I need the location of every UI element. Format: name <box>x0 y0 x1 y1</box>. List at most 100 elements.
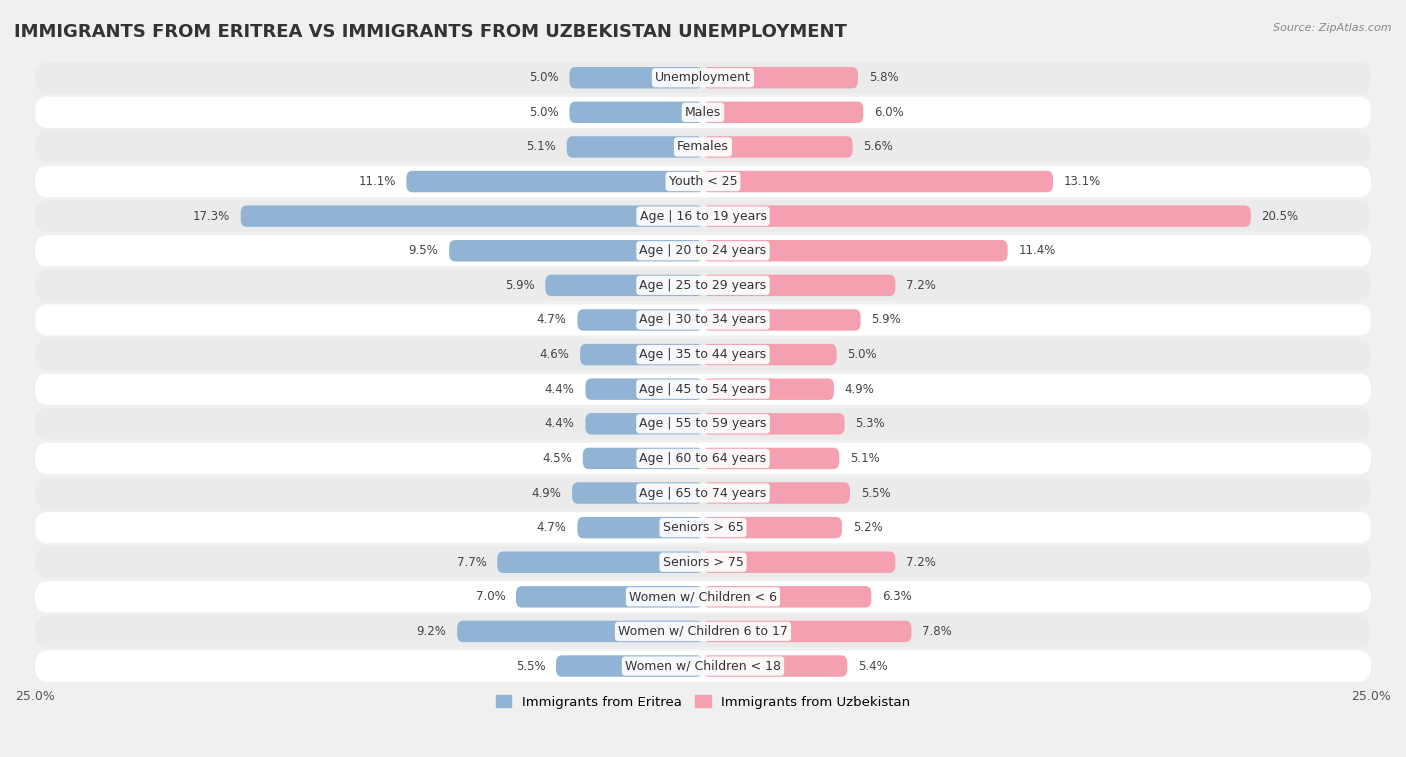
FancyBboxPatch shape <box>703 378 834 400</box>
Text: Females: Females <box>678 141 728 154</box>
FancyBboxPatch shape <box>35 62 1371 93</box>
FancyBboxPatch shape <box>555 656 703 677</box>
Text: Age | 45 to 54 years: Age | 45 to 54 years <box>640 383 766 396</box>
FancyBboxPatch shape <box>578 517 703 538</box>
Text: 11.4%: 11.4% <box>1018 245 1056 257</box>
Text: Seniors > 65: Seniors > 65 <box>662 521 744 534</box>
Text: Age | 65 to 74 years: Age | 65 to 74 years <box>640 487 766 500</box>
FancyBboxPatch shape <box>703 67 858 89</box>
FancyBboxPatch shape <box>35 132 1371 163</box>
FancyBboxPatch shape <box>35 443 1371 474</box>
FancyBboxPatch shape <box>569 67 703 89</box>
FancyBboxPatch shape <box>582 447 703 469</box>
FancyBboxPatch shape <box>703 413 845 435</box>
Text: Youth < 25: Youth < 25 <box>669 175 737 188</box>
Text: 6.0%: 6.0% <box>875 106 904 119</box>
Text: Age | 30 to 34 years: Age | 30 to 34 years <box>640 313 766 326</box>
FancyBboxPatch shape <box>703 482 851 503</box>
Text: Age | 60 to 64 years: Age | 60 to 64 years <box>640 452 766 465</box>
FancyBboxPatch shape <box>703 621 911 642</box>
FancyBboxPatch shape <box>567 136 703 157</box>
FancyBboxPatch shape <box>569 101 703 123</box>
FancyBboxPatch shape <box>35 547 1371 578</box>
FancyBboxPatch shape <box>35 478 1371 509</box>
FancyBboxPatch shape <box>35 581 1371 612</box>
FancyBboxPatch shape <box>35 166 1371 197</box>
FancyBboxPatch shape <box>703 136 852 157</box>
FancyBboxPatch shape <box>35 374 1371 405</box>
FancyBboxPatch shape <box>703 552 896 573</box>
FancyBboxPatch shape <box>35 269 1371 301</box>
Text: 4.9%: 4.9% <box>845 383 875 396</box>
FancyBboxPatch shape <box>35 304 1371 335</box>
FancyBboxPatch shape <box>35 616 1371 647</box>
FancyBboxPatch shape <box>449 240 703 261</box>
Text: 7.8%: 7.8% <box>922 625 952 638</box>
Text: 4.6%: 4.6% <box>540 348 569 361</box>
FancyBboxPatch shape <box>572 482 703 503</box>
FancyBboxPatch shape <box>703 310 860 331</box>
Text: 5.8%: 5.8% <box>869 71 898 84</box>
Text: 7.7%: 7.7% <box>457 556 486 569</box>
Text: 5.1%: 5.1% <box>526 141 555 154</box>
Text: 11.1%: 11.1% <box>359 175 395 188</box>
Text: 4.7%: 4.7% <box>537 521 567 534</box>
FancyBboxPatch shape <box>498 552 703 573</box>
Text: Seniors > 75: Seniors > 75 <box>662 556 744 569</box>
Text: 5.4%: 5.4% <box>858 659 887 672</box>
FancyBboxPatch shape <box>585 378 703 400</box>
FancyBboxPatch shape <box>35 512 1371 544</box>
FancyBboxPatch shape <box>703 447 839 469</box>
FancyBboxPatch shape <box>35 339 1371 370</box>
Text: 5.2%: 5.2% <box>852 521 883 534</box>
Text: Age | 55 to 59 years: Age | 55 to 59 years <box>640 417 766 430</box>
Text: Age | 20 to 24 years: Age | 20 to 24 years <box>640 245 766 257</box>
Text: 7.2%: 7.2% <box>905 556 936 569</box>
FancyBboxPatch shape <box>35 235 1371 266</box>
Text: 17.3%: 17.3% <box>193 210 231 223</box>
Text: 5.0%: 5.0% <box>529 106 558 119</box>
Text: 9.5%: 9.5% <box>409 245 439 257</box>
Text: 5.6%: 5.6% <box>863 141 893 154</box>
FancyBboxPatch shape <box>703 517 842 538</box>
FancyBboxPatch shape <box>585 413 703 435</box>
Text: 4.4%: 4.4% <box>546 417 575 430</box>
FancyBboxPatch shape <box>703 656 848 677</box>
FancyBboxPatch shape <box>546 275 703 296</box>
FancyBboxPatch shape <box>35 201 1371 232</box>
Text: IMMIGRANTS FROM ERITREA VS IMMIGRANTS FROM UZBEKISTAN UNEMPLOYMENT: IMMIGRANTS FROM ERITREA VS IMMIGRANTS FR… <box>14 23 846 41</box>
FancyBboxPatch shape <box>703 344 837 366</box>
FancyBboxPatch shape <box>35 650 1371 681</box>
Text: 7.0%: 7.0% <box>475 590 505 603</box>
FancyBboxPatch shape <box>516 586 703 608</box>
Text: 4.7%: 4.7% <box>537 313 567 326</box>
FancyBboxPatch shape <box>703 275 896 296</box>
Text: Women w/ Children 6 to 17: Women w/ Children 6 to 17 <box>619 625 787 638</box>
Text: Males: Males <box>685 106 721 119</box>
Text: 13.1%: 13.1% <box>1064 175 1101 188</box>
Text: 6.3%: 6.3% <box>882 590 911 603</box>
Text: 20.5%: 20.5% <box>1261 210 1299 223</box>
Text: 5.9%: 5.9% <box>872 313 901 326</box>
Text: Women w/ Children < 18: Women w/ Children < 18 <box>626 659 780 672</box>
FancyBboxPatch shape <box>703 240 1008 261</box>
FancyBboxPatch shape <box>703 101 863 123</box>
Text: Age | 35 to 44 years: Age | 35 to 44 years <box>640 348 766 361</box>
Text: Source: ZipAtlas.com: Source: ZipAtlas.com <box>1274 23 1392 33</box>
FancyBboxPatch shape <box>35 408 1371 439</box>
FancyBboxPatch shape <box>406 171 703 192</box>
Text: Women w/ Children < 6: Women w/ Children < 6 <box>628 590 778 603</box>
Text: Unemployment: Unemployment <box>655 71 751 84</box>
Text: 4.4%: 4.4% <box>546 383 575 396</box>
Text: 7.2%: 7.2% <box>905 279 936 292</box>
FancyBboxPatch shape <box>703 586 872 608</box>
Text: Age | 25 to 29 years: Age | 25 to 29 years <box>640 279 766 292</box>
Text: 4.5%: 4.5% <box>543 452 572 465</box>
Text: 5.5%: 5.5% <box>860 487 890 500</box>
Text: 5.0%: 5.0% <box>848 348 877 361</box>
Text: 5.0%: 5.0% <box>529 71 558 84</box>
Text: 5.5%: 5.5% <box>516 659 546 672</box>
FancyBboxPatch shape <box>35 97 1371 128</box>
Text: 5.9%: 5.9% <box>505 279 534 292</box>
FancyBboxPatch shape <box>703 171 1053 192</box>
